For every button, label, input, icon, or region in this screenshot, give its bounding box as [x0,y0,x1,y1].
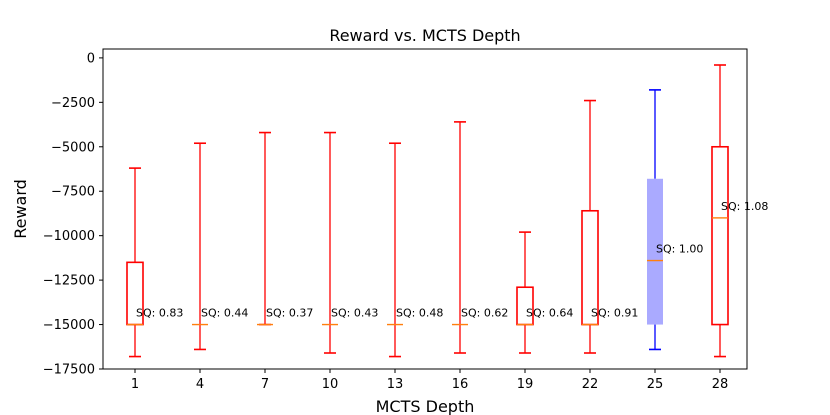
box-22: SQ: 0.91 [581,99,638,354]
y-tick-label: −10000 [43,229,95,244]
x-tick-label: 28 [712,377,729,392]
box-4: SQ: 0.44 [192,142,248,351]
chart-title: Reward vs. MCTS Depth [329,26,520,45]
box-7: SQ: 0.37 [257,131,313,326]
x-tick-label: 4 [196,377,204,392]
x-axis: 1 4 7 10 13 16 19 22 25 28 [131,369,728,392]
x-tick-label: 22 [582,377,599,392]
sq-label: SQ: 1.08 [721,200,768,213]
box-body [711,145,729,326]
y-tick-label: −5000 [51,140,95,155]
sq-label: SQ: 0.44 [201,307,248,320]
sq-label: SQ: 0.37 [266,307,313,320]
x-tick-label: 10 [322,377,339,392]
y-tick-label: 0 [87,51,95,66]
box-13: SQ: 0.48 [387,142,443,358]
x-tick-label: 13 [387,377,404,392]
x-tick-label: 16 [452,377,469,392]
sq-label: SQ: 0.91 [591,307,638,320]
sq-label: SQ: 0.62 [461,307,508,320]
sq-label: SQ: 0.64 [526,307,573,320]
sq-label: SQ: 0.43 [331,307,378,320]
plot-area [102,48,748,370]
y-tick-label: −17500 [43,363,95,378]
x-axis-label: MCTS Depth [376,397,475,415]
y-axis-label: Reward [11,179,30,239]
sq-label: SQ: 1.00 [656,243,703,256]
box-1: SQ: 0.83 [126,167,183,358]
box-16: SQ: 0.62 [452,121,508,354]
box-19: SQ: 0.64 [516,231,573,354]
box-10: SQ: 0.43 [322,131,378,354]
y-axis: 0 −2500 −5000 −7500 −10000 −12500 −15000 −17500 [43,51,103,378]
y-tick-label: −12500 [43,274,95,289]
box-body [647,178,663,325]
x-tick-label: 19 [517,377,534,392]
sq-label: SQ: 0.48 [396,307,443,320]
sq-label: SQ: 0.83 [136,307,183,320]
x-tick-label: 1 [131,377,139,392]
box-28: SQ: 1.08 [711,64,768,358]
y-tick-label: −7500 [51,185,95,200]
box-series: SQ: 0.83 SQ: 0.44 SQ: 0.37 SQ: 0.43 SQ: 0.48… [126,64,768,358]
box-25: SQ: 1.00 [647,89,703,351]
x-tick-label: 7 [261,377,269,392]
x-tick-label: 25 [647,377,664,392]
y-tick-label: −15000 [43,318,95,333]
y-tick-label: −2500 [51,96,95,111]
